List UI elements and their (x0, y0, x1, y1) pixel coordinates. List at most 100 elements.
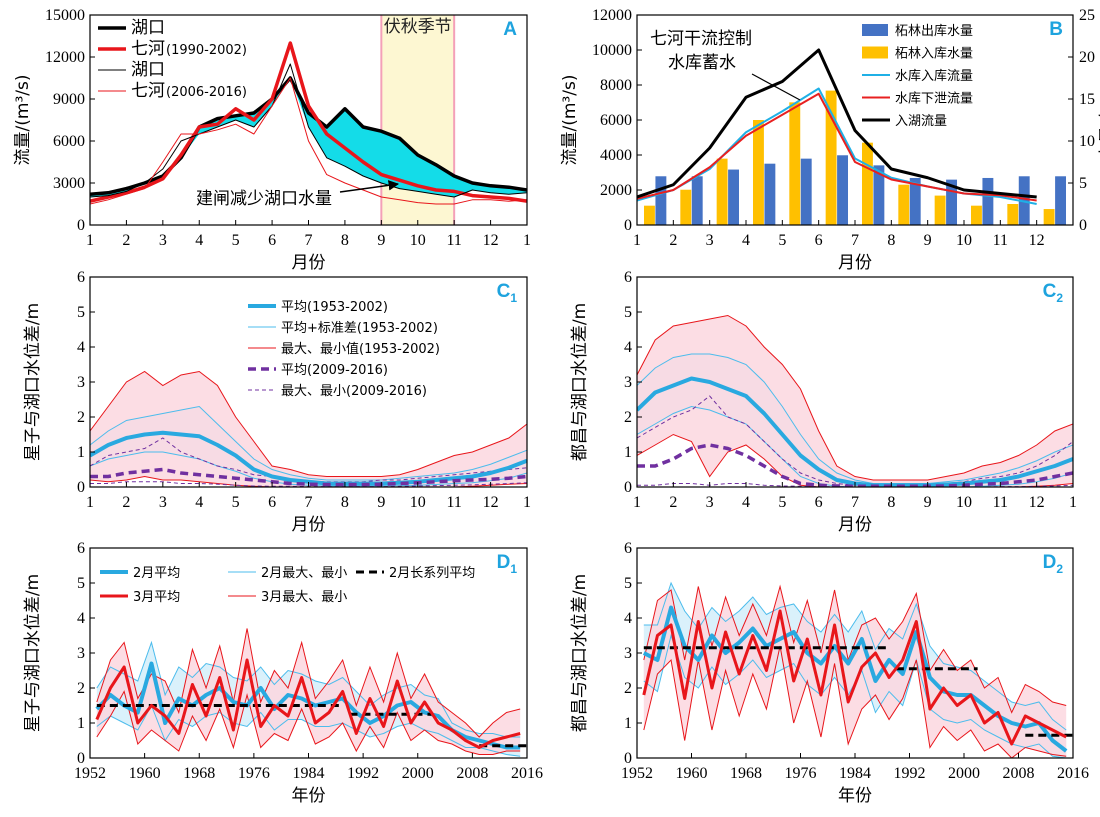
bar (680, 189, 692, 225)
x-axis-title: 月份 (838, 253, 872, 273)
y-tick-label: 2 (77, 680, 85, 697)
y2-tick-label: 5 (1079, 175, 1087, 192)
x-tick-label: 6 (815, 232, 823, 249)
y-tick-label: 3000 (53, 175, 85, 192)
x-tick-label: 8 (341, 232, 349, 249)
x-tick-label: 11 (993, 494, 1008, 511)
x-tick-label: 2016 (1057, 765, 1089, 782)
y2-tick-label: 0 (1079, 217, 1087, 234)
y-axis-title: 星子与湖口水位差/m (23, 574, 43, 732)
band-line (90, 405, 527, 481)
legend-label: 水库入库流量 (895, 68, 973, 84)
band-line (90, 475, 527, 487)
line (90, 77, 527, 205)
y-tick-label: 5 (77, 304, 85, 321)
x-tick-label: 7 (305, 232, 313, 249)
y-tick-label: 2 (624, 680, 632, 697)
bar (873, 165, 885, 225)
bar (946, 179, 958, 225)
x-axis-title: 年份 (838, 786, 872, 806)
legend-period: (1990-2002) (166, 43, 247, 58)
x-tick-label: 3 (706, 494, 714, 511)
plot-area (637, 48, 1067, 225)
y-tick-label: 0 (77, 479, 85, 496)
x-axis-title: 月份 (292, 515, 326, 535)
bar (825, 90, 837, 225)
x-tick-label: 4 (195, 494, 203, 511)
legend-label: 湖口 (131, 60, 165, 80)
bar (728, 169, 740, 225)
x-tick-label: 10 (956, 232, 972, 249)
y-tick-label: 5 (624, 575, 632, 592)
x-tick-label: 9 (377, 232, 385, 249)
y-tick-label: 6000 (53, 133, 85, 150)
y-tick-label: 1 (624, 715, 632, 732)
panel-subscript: 2 (1056, 291, 1063, 305)
y-tick-label: 15000 (45, 7, 85, 24)
annotation-arrow (339, 180, 400, 193)
line (637, 48, 1037, 199)
bar (643, 205, 655, 225)
y-tick-label: 8000 (600, 77, 632, 94)
x-tick-label: 1968 (183, 765, 215, 782)
x-tick-label: 8 (887, 494, 895, 511)
bar (861, 142, 873, 225)
y-tick-label: 4000 (600, 147, 632, 164)
x-tick-label: 7 (305, 494, 313, 511)
band-fill (96, 628, 521, 755)
y-axis-title: 流量/(m³/s) (13, 75, 33, 166)
bar (691, 176, 703, 225)
legend-label: 2月最大、最小 (261, 566, 347, 581)
panel-letter: B (1049, 19, 1063, 40)
bar (970, 205, 982, 225)
x-tick-label: 6 (268, 232, 276, 249)
y-tick-label: 0 (624, 750, 632, 767)
plot-area (642, 581, 1073, 758)
x-tick-label: 2016 (511, 765, 543, 782)
x-tick-label: 1976 (238, 765, 270, 782)
y-tick-label: 12000 (45, 49, 85, 66)
y-tick-label: 4 (624, 610, 632, 627)
y-tick-label: 3 (77, 374, 85, 391)
x-tick-label: 1984 (293, 765, 325, 782)
plot-area (95, 628, 527, 757)
legend-label: 2月平均 (133, 566, 180, 581)
x-tick-label: 1 (633, 494, 641, 511)
y-axis-title: 都昌与湖口水位差/m (570, 303, 590, 461)
plot-area (90, 370, 527, 487)
y-tick-label: 0 (624, 479, 632, 496)
x-tick-label: 10 (956, 494, 972, 511)
bar (800, 158, 812, 225)
x-axis-title: 年份 (292, 786, 326, 806)
bar (837, 155, 849, 225)
y2-tick-label: 10 (1079, 133, 1095, 150)
season-label: 伏秋季节 (384, 17, 452, 37)
legend-label: 3月平均 (133, 590, 180, 605)
y-tick-label: 3 (624, 645, 632, 662)
x-tick-label: 1 (86, 232, 94, 249)
x-tick-label: 1960 (129, 765, 161, 782)
x-tick-label: 9 (924, 494, 932, 511)
panel-subscript: 1 (510, 562, 517, 576)
x-tick-label: 10 (410, 232, 426, 249)
bar (1007, 204, 1019, 225)
x-tick-label: 9 (924, 232, 932, 249)
panel-label: C2 (1043, 281, 1064, 305)
x-tick-label: 7 (851, 494, 859, 511)
y-tick-label: 0 (77, 217, 85, 234)
x-tick-label: 3 (159, 232, 167, 249)
x-tick-label: 12 (483, 232, 499, 249)
x-tick-label: 10 (410, 494, 426, 511)
x-tick-label: 11 (446, 232, 461, 249)
band-fill (637, 315, 1073, 487)
y-tick-label: 2 (77, 409, 85, 426)
legend-swatch (862, 46, 888, 59)
band-fill (643, 586, 1067, 758)
y-axis-title: 星子与湖口水位差/m (23, 303, 43, 461)
legend-label: 2月长系列平均 (389, 566, 475, 581)
panel-subscript: 1 (510, 291, 517, 305)
legend-label: 七河 (131, 81, 165, 101)
x-tick-label: 8 (341, 494, 349, 511)
band-line (90, 370, 527, 477)
panel-subscript: 2 (1056, 562, 1063, 576)
